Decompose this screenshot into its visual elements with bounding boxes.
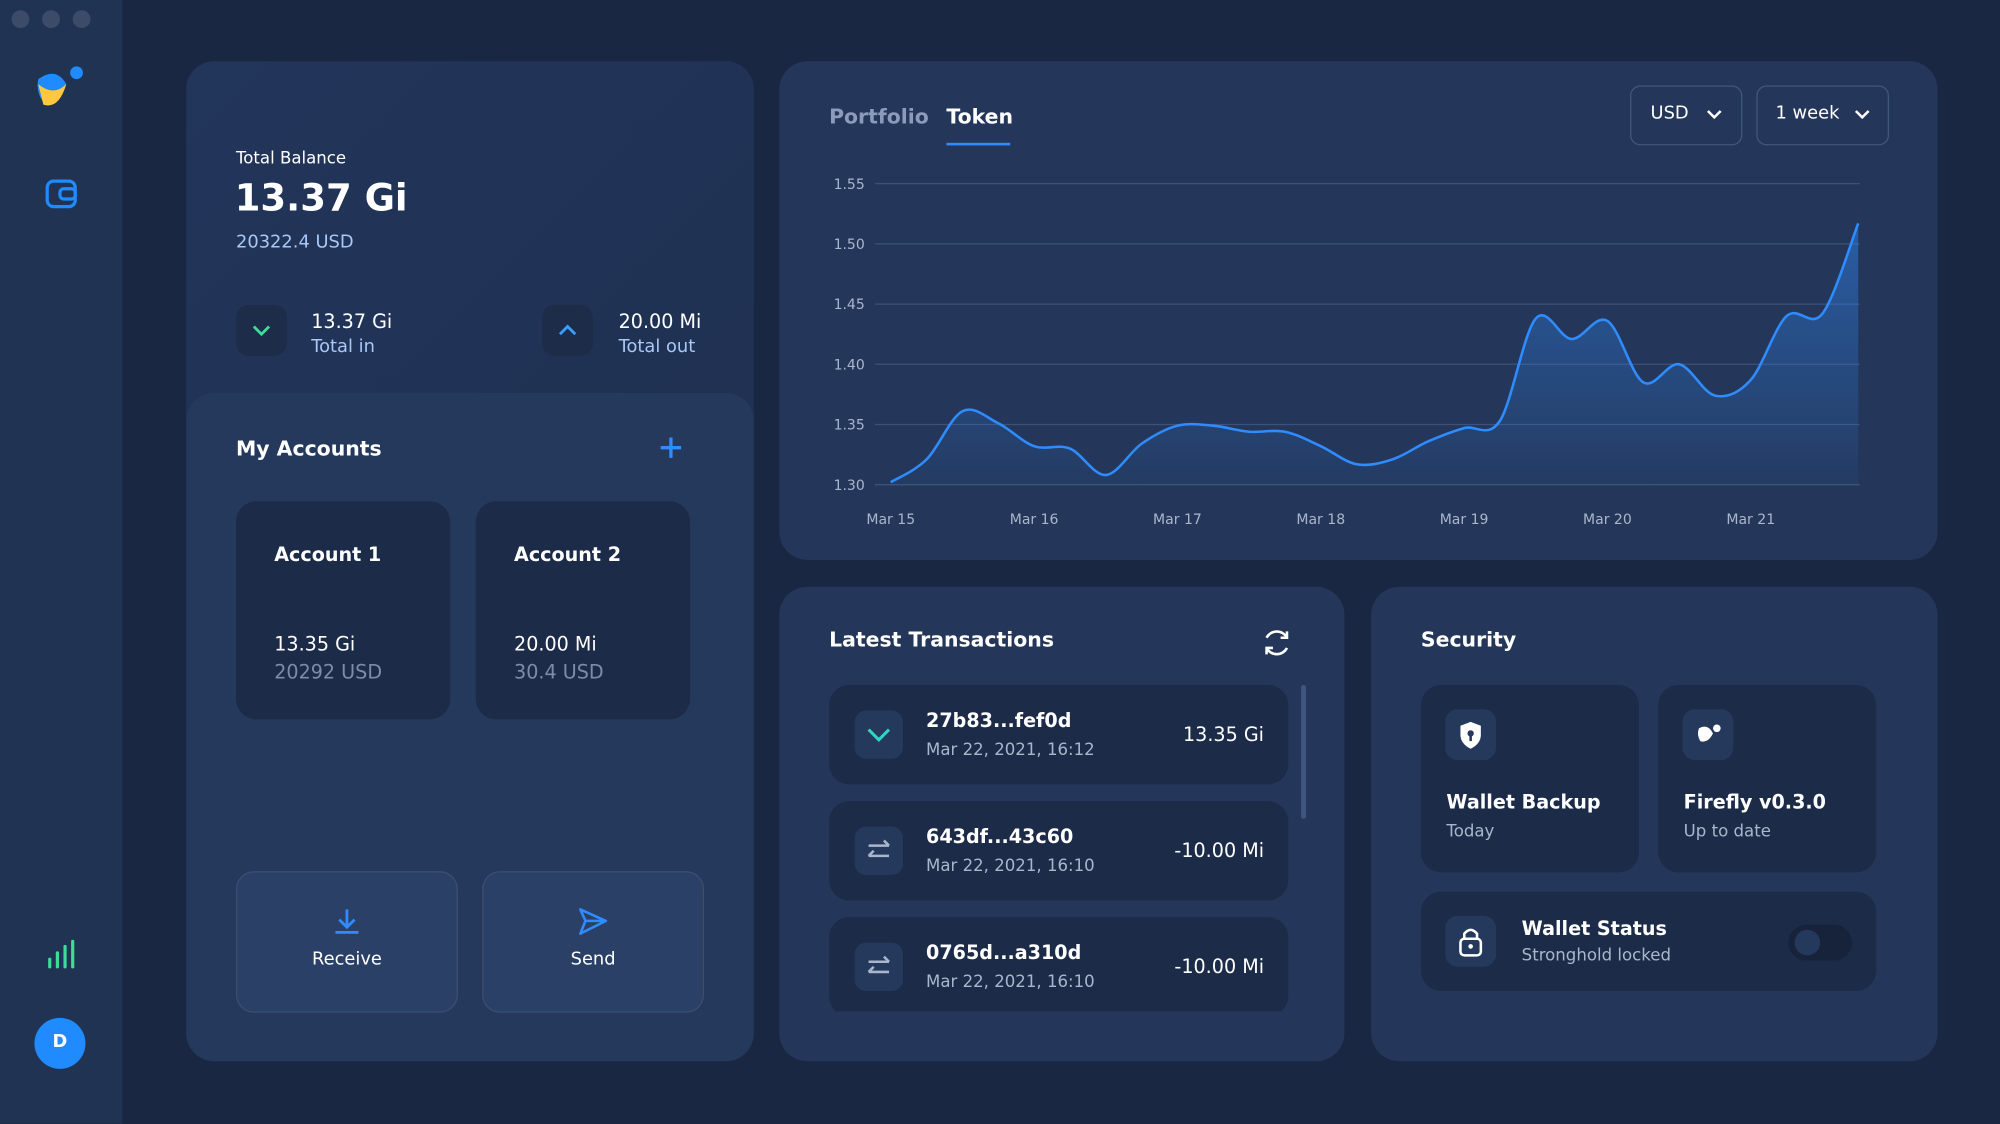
total-in-amount: 13.37 Gi — [311, 309, 393, 333]
sidebar: D — [0, 0, 123, 1124]
chevron — [1706, 110, 1722, 120]
x-tick-label: Mar 17 — [1153, 512, 1202, 528]
currency-label: USD — [1650, 103, 1689, 124]
total-out-label: Total out — [618, 336, 696, 358]
y-tick-label: 1.40 — [834, 357, 865, 373]
receive-icon — [335, 909, 359, 934]
transactions-title: Latest Transactions — [829, 627, 1054, 652]
tx-date: Mar 22, 2021, 16:10 — [926, 973, 1095, 993]
out-icon — [542, 304, 594, 356]
in-icon — [235, 304, 287, 356]
security-item-title: Wallet Backup — [1446, 790, 1601, 814]
receive-button[interactable] — [235, 871, 458, 1013]
account-card[interactable] — [235, 501, 451, 720]
total-in-label: Total in — [311, 336, 375, 358]
version-icon — [1682, 709, 1734, 761]
send-label: Send — [570, 948, 616, 970]
tx-date: Mar 22, 2021, 16:10 — [926, 857, 1095, 877]
lock-icon — [1445, 915, 1497, 967]
send-button[interactable] — [482, 871, 705, 1013]
security-item-title: Firefly v0.3.0 — [1683, 790, 1826, 814]
security-item-subtitle: Up to date — [1683, 822, 1771, 842]
avatar[interactable]: D — [52, 1031, 68, 1053]
account-amount: 20.00 Mi — [514, 632, 597, 656]
security-item-subtitle: Today — [1446, 822, 1495, 842]
account-card[interactable] — [475, 501, 691, 720]
area — [890, 223, 1859, 485]
account-amount: 13.35 Gi — [274, 632, 356, 656]
tx-transfer-icon — [854, 942, 904, 992]
accounts-title: My Accounts — [235, 436, 382, 461]
receive-label: Receive — [311, 948, 382, 970]
tab[interactable]: Portfolio — [829, 104, 929, 129]
tx-id: 27b83...fef0d — [926, 709, 1072, 733]
y-tick-label: 1.35 — [834, 418, 865, 434]
add-account[interactable] — [657, 434, 685, 462]
sidebar-icons — [11, 10, 91, 1069]
security-item-subtitle: Stronghold locked — [1521, 946, 1672, 966]
x-tick-label: Mar 18 — [1296, 512, 1345, 528]
chevron — [1854, 110, 1870, 120]
tx-id: 0765d...a310d — [926, 941, 1082, 965]
balance-fiat: 20322.4 USD — [235, 232, 354, 253]
x-tick-label: Mar 19 — [1440, 512, 1489, 528]
transaction[interactable] — [829, 801, 1289, 901]
tx-amount: -10.00 Mi — [1174, 955, 1265, 979]
y-tick-label: 1.55 — [834, 177, 865, 193]
range-dropdown[interactable] — [1756, 85, 1890, 146]
scrollbar[interactable] — [1301, 684, 1307, 819]
x-tick-label: Mar 15 — [866, 512, 915, 528]
range-label: 1 week — [1775, 103, 1840, 124]
y-tick-label: 1.45 — [834, 297, 865, 313]
tab-underline — [946, 142, 1011, 146]
tx-amount: 13.35 Gi — [1183, 723, 1265, 747]
backup-icon — [1445, 709, 1497, 761]
security-item-title: Wallet Status — [1521, 917, 1667, 941]
balance-label: Total Balance — [235, 149, 347, 169]
account-name: Account 1 — [274, 543, 382, 567]
x-tick-label: Mar 21 — [1726, 512, 1775, 528]
account-name: Account 2 — [514, 543, 622, 567]
security-title: Security — [1420, 627, 1517, 652]
x-tick-label: Mar 20 — [1583, 512, 1632, 528]
account-fiat: 30.4 USD — [514, 660, 604, 684]
transaction[interactable] — [829, 917, 1289, 1012]
tx-date: Mar 22, 2021, 16:12 — [926, 741, 1095, 761]
currency-dropdown[interactable] — [1630, 85, 1743, 146]
account-fiat: 20292 USD — [274, 660, 383, 684]
send-icon — [579, 908, 608, 935]
x-tick-label: Mar 16 — [1010, 512, 1059, 528]
chart: 1.30 1.35 1.40 1.45 1.50 1.55 Mar 15 Mar 16 Mar … — [834, 177, 1860, 528]
total-out-amount: 20.00 Mi — [618, 309, 702, 333]
tx-amount: -10.00 Mi — [1174, 839, 1265, 863]
tab-active[interactable]: Token — [946, 104, 1014, 129]
balance-amount: 13.37 Gi — [234, 176, 408, 220]
line — [890, 222, 1860, 484]
lock-toggle[interactable] — [1787, 923, 1853, 961]
y-tick-label: 1.30 — [834, 478, 865, 494]
transaction-list: 27b83...fef0d Mar 22, 2021, 16:12 13.35 … — [829, 684, 1291, 1012]
tx-in-icon — [854, 710, 904, 759]
tx-transfer-icon — [854, 826, 904, 875]
tx-id: 643df...43c60 — [926, 825, 1074, 849]
refresh-button[interactable] — [1260, 626, 1293, 659]
transaction[interactable] — [829, 684, 1289, 785]
y-tick-label: 1.50 — [834, 237, 865, 253]
